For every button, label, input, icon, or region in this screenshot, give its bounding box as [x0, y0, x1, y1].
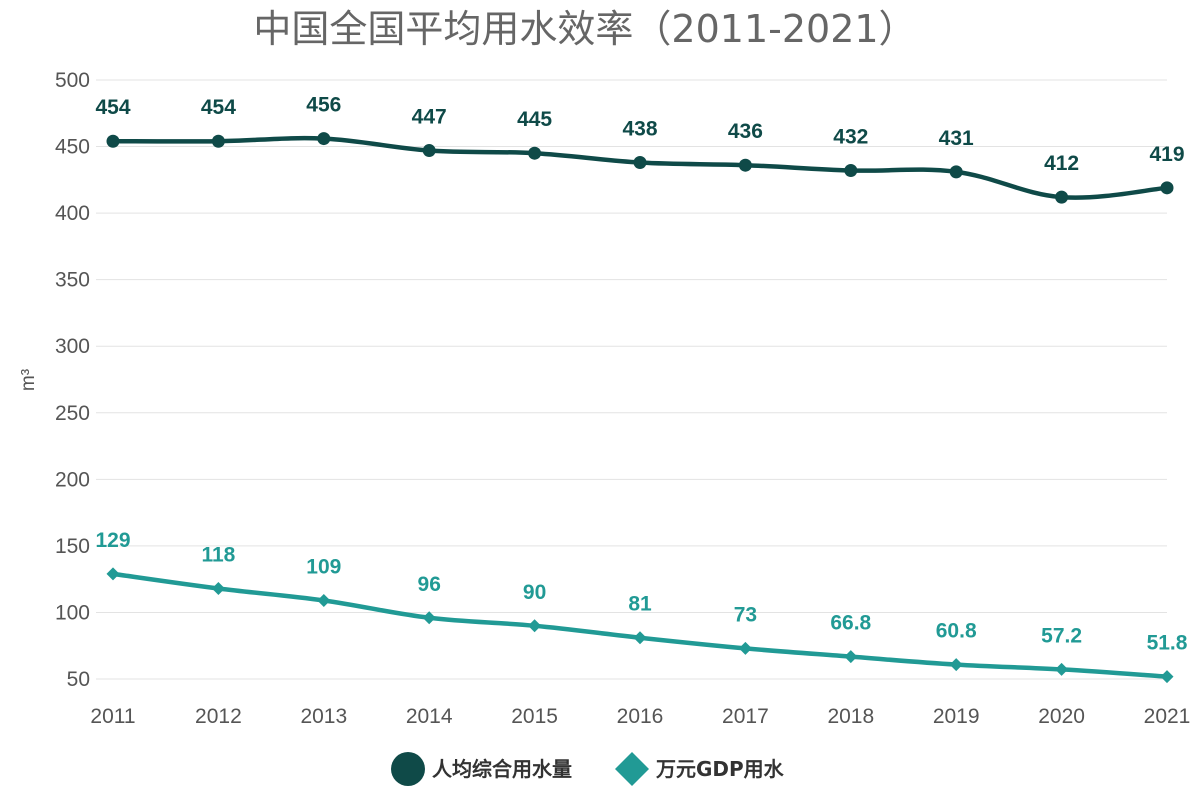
data-point: [633, 156, 647, 170]
legend: 人均综合用水量 万元GDP用水: [391, 752, 785, 786]
data-point: [844, 164, 858, 178]
legend-marker: [615, 752, 649, 786]
data-point: [317, 593, 331, 607]
y-tick-label: 50: [67, 668, 90, 691]
legend-label: 人均综合用水量: [432, 757, 572, 781]
data-label: 436: [728, 120, 763, 143]
data-point: [211, 134, 225, 148]
data-label: 419: [1149, 143, 1184, 166]
data-point: [528, 146, 542, 160]
data-label: 445: [517, 108, 552, 131]
y-tick-label: 300: [55, 335, 90, 358]
data-label: 129: [95, 529, 130, 552]
data-point: [1160, 670, 1174, 684]
data-label: 454: [95, 96, 130, 119]
y-tick-label: 150: [55, 535, 90, 558]
data-point: [317, 132, 331, 146]
gridlines: [96, 79, 1167, 680]
x-tick-label: 2015: [511, 705, 558, 728]
x-tick-label: 2013: [300, 705, 347, 728]
data-point: [106, 567, 120, 581]
data-point: [1160, 181, 1174, 195]
data-label: 456: [306, 94, 341, 117]
data-point: [949, 658, 963, 672]
x-tick-label: 2012: [195, 705, 242, 728]
series-2: 129 118 109 96 90 81 73 66.8 60.8 57.2 51.8: [95, 529, 1188, 684]
data-label: 431: [939, 127, 974, 150]
legend-item-1: 人均综合用水量: [391, 752, 572, 786]
x-tick-label: 2011: [90, 705, 135, 728]
data-label: 66.8: [830, 612, 871, 635]
x-axis-ticks: 2011 2012 2013 2014 2015 2016 2017 2018 2019 2020…: [90, 705, 1190, 728]
data-point: [422, 611, 436, 625]
data-point: [844, 650, 858, 664]
data-point: [106, 134, 120, 148]
x-tick-label: 2019: [933, 705, 980, 728]
x-tick-label: 2017: [722, 705, 769, 728]
data-label: 118: [201, 543, 235, 566]
data-label: 60.8: [936, 620, 977, 643]
data-point: [949, 165, 963, 179]
data-label: 51.8: [1147, 632, 1188, 655]
y-tick-label: 450: [55, 136, 90, 159]
y-tick-label: 350: [55, 269, 90, 292]
legend-label: 万元GDP用水: [655, 757, 785, 781]
data-point: [1055, 190, 1069, 204]
data-point: [422, 144, 436, 158]
data-point: [1055, 662, 1069, 676]
x-tick-label: 2014: [406, 705, 453, 728]
x-tick-label: 2016: [617, 705, 664, 728]
series-line: [110, 571, 1170, 679]
data-label: 412: [1044, 152, 1079, 175]
data-point: [211, 581, 225, 595]
chart-title: 中国全国平均用水效率（2011-2021）: [253, 7, 916, 51]
data-point: [738, 641, 752, 655]
y-tick-label: 100: [55, 601, 90, 624]
data-label: 96: [418, 573, 441, 596]
legend-item-2: 万元GDP用水: [615, 752, 785, 786]
data-point: [528, 619, 542, 633]
y-axis-ticks: 50 100 150 200 250 300 350 400 450 500: [55, 69, 90, 691]
x-tick-label: 2018: [827, 705, 874, 728]
data-label: 438: [622, 118, 657, 141]
y-tick-label: 200: [55, 468, 90, 491]
data-label: 73: [734, 603, 757, 626]
y-axis-label: m³: [18, 369, 39, 391]
data-label: 109: [306, 555, 341, 578]
data-label: 454: [201, 96, 236, 119]
x-tick-label: 2020: [1038, 705, 1085, 728]
y-tick-label: 250: [55, 402, 90, 425]
y-tick-label: 500: [55, 69, 90, 92]
x-tick-label: 2021: [1144, 705, 1191, 728]
legend-marker: [391, 752, 425, 786]
data-label: 90: [523, 581, 546, 604]
series-1: 454 454 456 447 445 438 436 432 431 412 419: [95, 94, 1185, 204]
data-point: [738, 158, 752, 172]
data-point: [633, 631, 647, 645]
data-label: 57.2: [1041, 624, 1082, 647]
data-label: 81: [628, 593, 652, 616]
y-tick-label: 400: [55, 202, 90, 225]
data-label: 432: [833, 126, 868, 149]
data-label: 447: [412, 106, 447, 129]
